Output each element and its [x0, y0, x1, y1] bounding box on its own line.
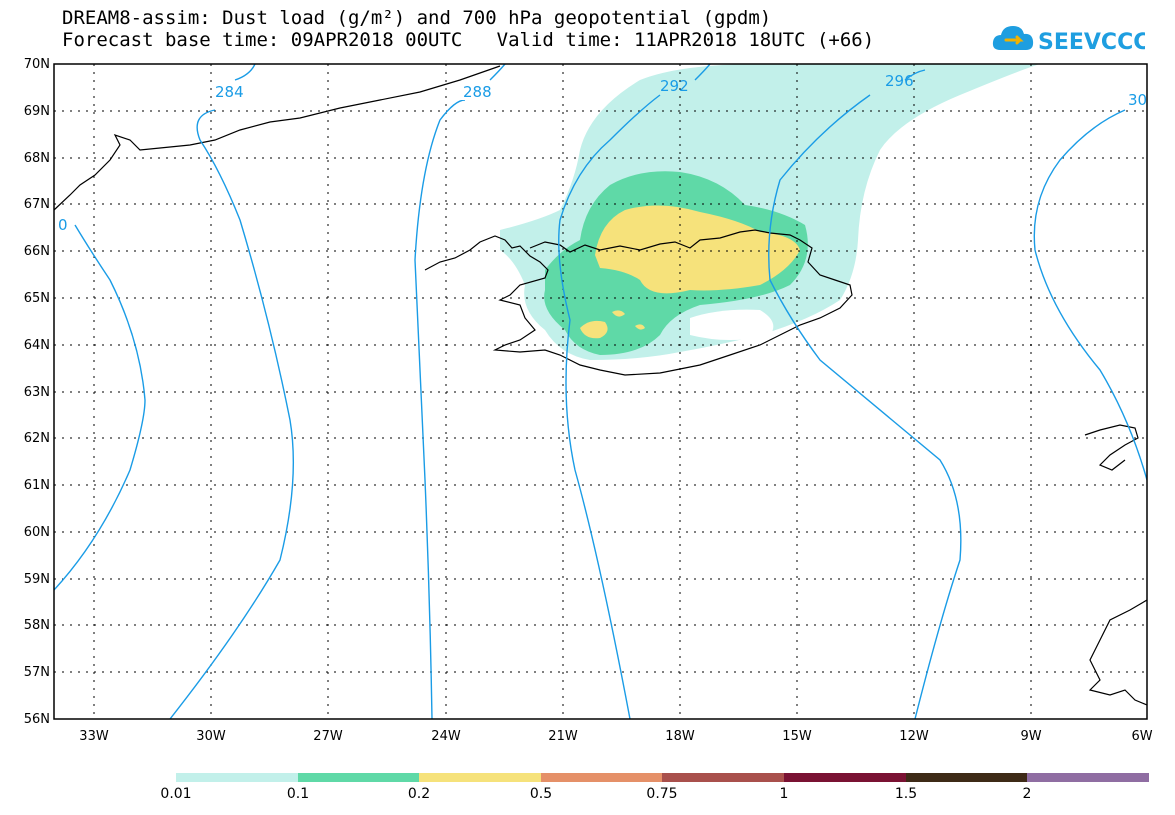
- lon-label: 21W: [548, 729, 578, 744]
- lon-label: 18W: [665, 729, 695, 744]
- contour-label-300: 30: [1128, 91, 1147, 109]
- contour-296: [768, 94, 962, 719]
- lat-label: 68N: [23, 151, 50, 166]
- lat-label: 64N: [23, 338, 50, 353]
- colorbar-swatch-5: [784, 773, 906, 782]
- lon-label: 15W: [782, 729, 812, 744]
- lat-label: 58N: [23, 618, 50, 633]
- lat-label: 69N: [23, 104, 50, 119]
- lat-label: 63N: [23, 385, 50, 400]
- colorbar-swatch-7: [1027, 773, 1149, 782]
- contour-label-292: 292: [660, 77, 689, 95]
- colorbar-label: 0.01: [160, 786, 192, 802]
- colorbar: [176, 773, 1149, 782]
- lat-label: 65N: [23, 291, 50, 306]
- lat-label: 70N: [23, 57, 50, 72]
- contour-label-284: 284: [215, 83, 244, 101]
- contour-label-280: 0: [58, 216, 68, 234]
- lat-label: 56N: [23, 712, 50, 727]
- cloud-icon: SEEVCCC: [992, 26, 1149, 55]
- logo-text: SEEVCCC: [1038, 30, 1145, 55]
- colorbar-swatch-1: [298, 773, 419, 782]
- dust-area-0.2-c: [612, 310, 625, 317]
- lat-label: 67N: [23, 197, 50, 212]
- colorbar-label: 1: [779, 786, 789, 802]
- colorbar-swatch-2: [419, 773, 541, 782]
- dust-hole: [690, 309, 774, 340]
- lat-label: 61N: [23, 478, 50, 493]
- contour-label-288: 288: [463, 83, 492, 101]
- lon-label: 30W: [196, 729, 226, 744]
- map-frame: [53, 63, 1148, 720]
- graticule: [54, 64, 1147, 719]
- contour-280: [54, 224, 146, 591]
- contour-284: [169, 109, 295, 719]
- colorbar-label: 2: [1022, 786, 1032, 802]
- dust-area-0.2-d: [635, 324, 645, 330]
- lat-label: 62N: [23, 431, 50, 446]
- lon-label: 12W: [899, 729, 929, 744]
- colorbar-label: 0.1: [286, 786, 310, 802]
- colorbar-swatch-4: [662, 773, 784, 782]
- colorbar-swatch-0: [176, 773, 298, 782]
- dust-area-0.2: [595, 205, 800, 294]
- colorbar-label: 0.5: [529, 786, 553, 802]
- lat-label: 57N: [23, 665, 50, 680]
- lon-label: 6W: [1131, 729, 1153, 744]
- lat-label: 60N: [23, 525, 50, 540]
- colorbar-label: 0.2: [407, 786, 431, 802]
- coastline: [54, 65, 1147, 706]
- seevccc-logo: SEEVCCC: [990, 18, 1149, 58]
- lon-label: 27W: [313, 729, 343, 744]
- lat-label: 66N: [23, 244, 50, 259]
- contour-label-296: 296: [885, 72, 914, 90]
- lat-label: 59N: [23, 572, 50, 587]
- lon-label: 33W: [79, 729, 109, 744]
- lon-label: 24W: [431, 729, 461, 744]
- dust-area-0.2-b: [580, 320, 608, 339]
- colorbar-swatch-3: [541, 773, 662, 782]
- chart-subtitle: Forecast base time: 09APR2018 00UTC Vali…: [62, 29, 875, 51]
- colorbar-swatch-6: [906, 773, 1027, 782]
- colorbar-label: 0.75: [646, 786, 678, 802]
- geopotential-contours: [54, 64, 1147, 719]
- contour-292: [558, 94, 661, 719]
- contour-300: [1033, 109, 1147, 481]
- colorbar-label: 1.5: [894, 786, 918, 802]
- contour-288: [414, 99, 466, 719]
- lon-label: 9W: [1020, 729, 1042, 744]
- chart-title: DREAM8-assim: Dust load (g/m²) and 700 h…: [62, 7, 772, 29]
